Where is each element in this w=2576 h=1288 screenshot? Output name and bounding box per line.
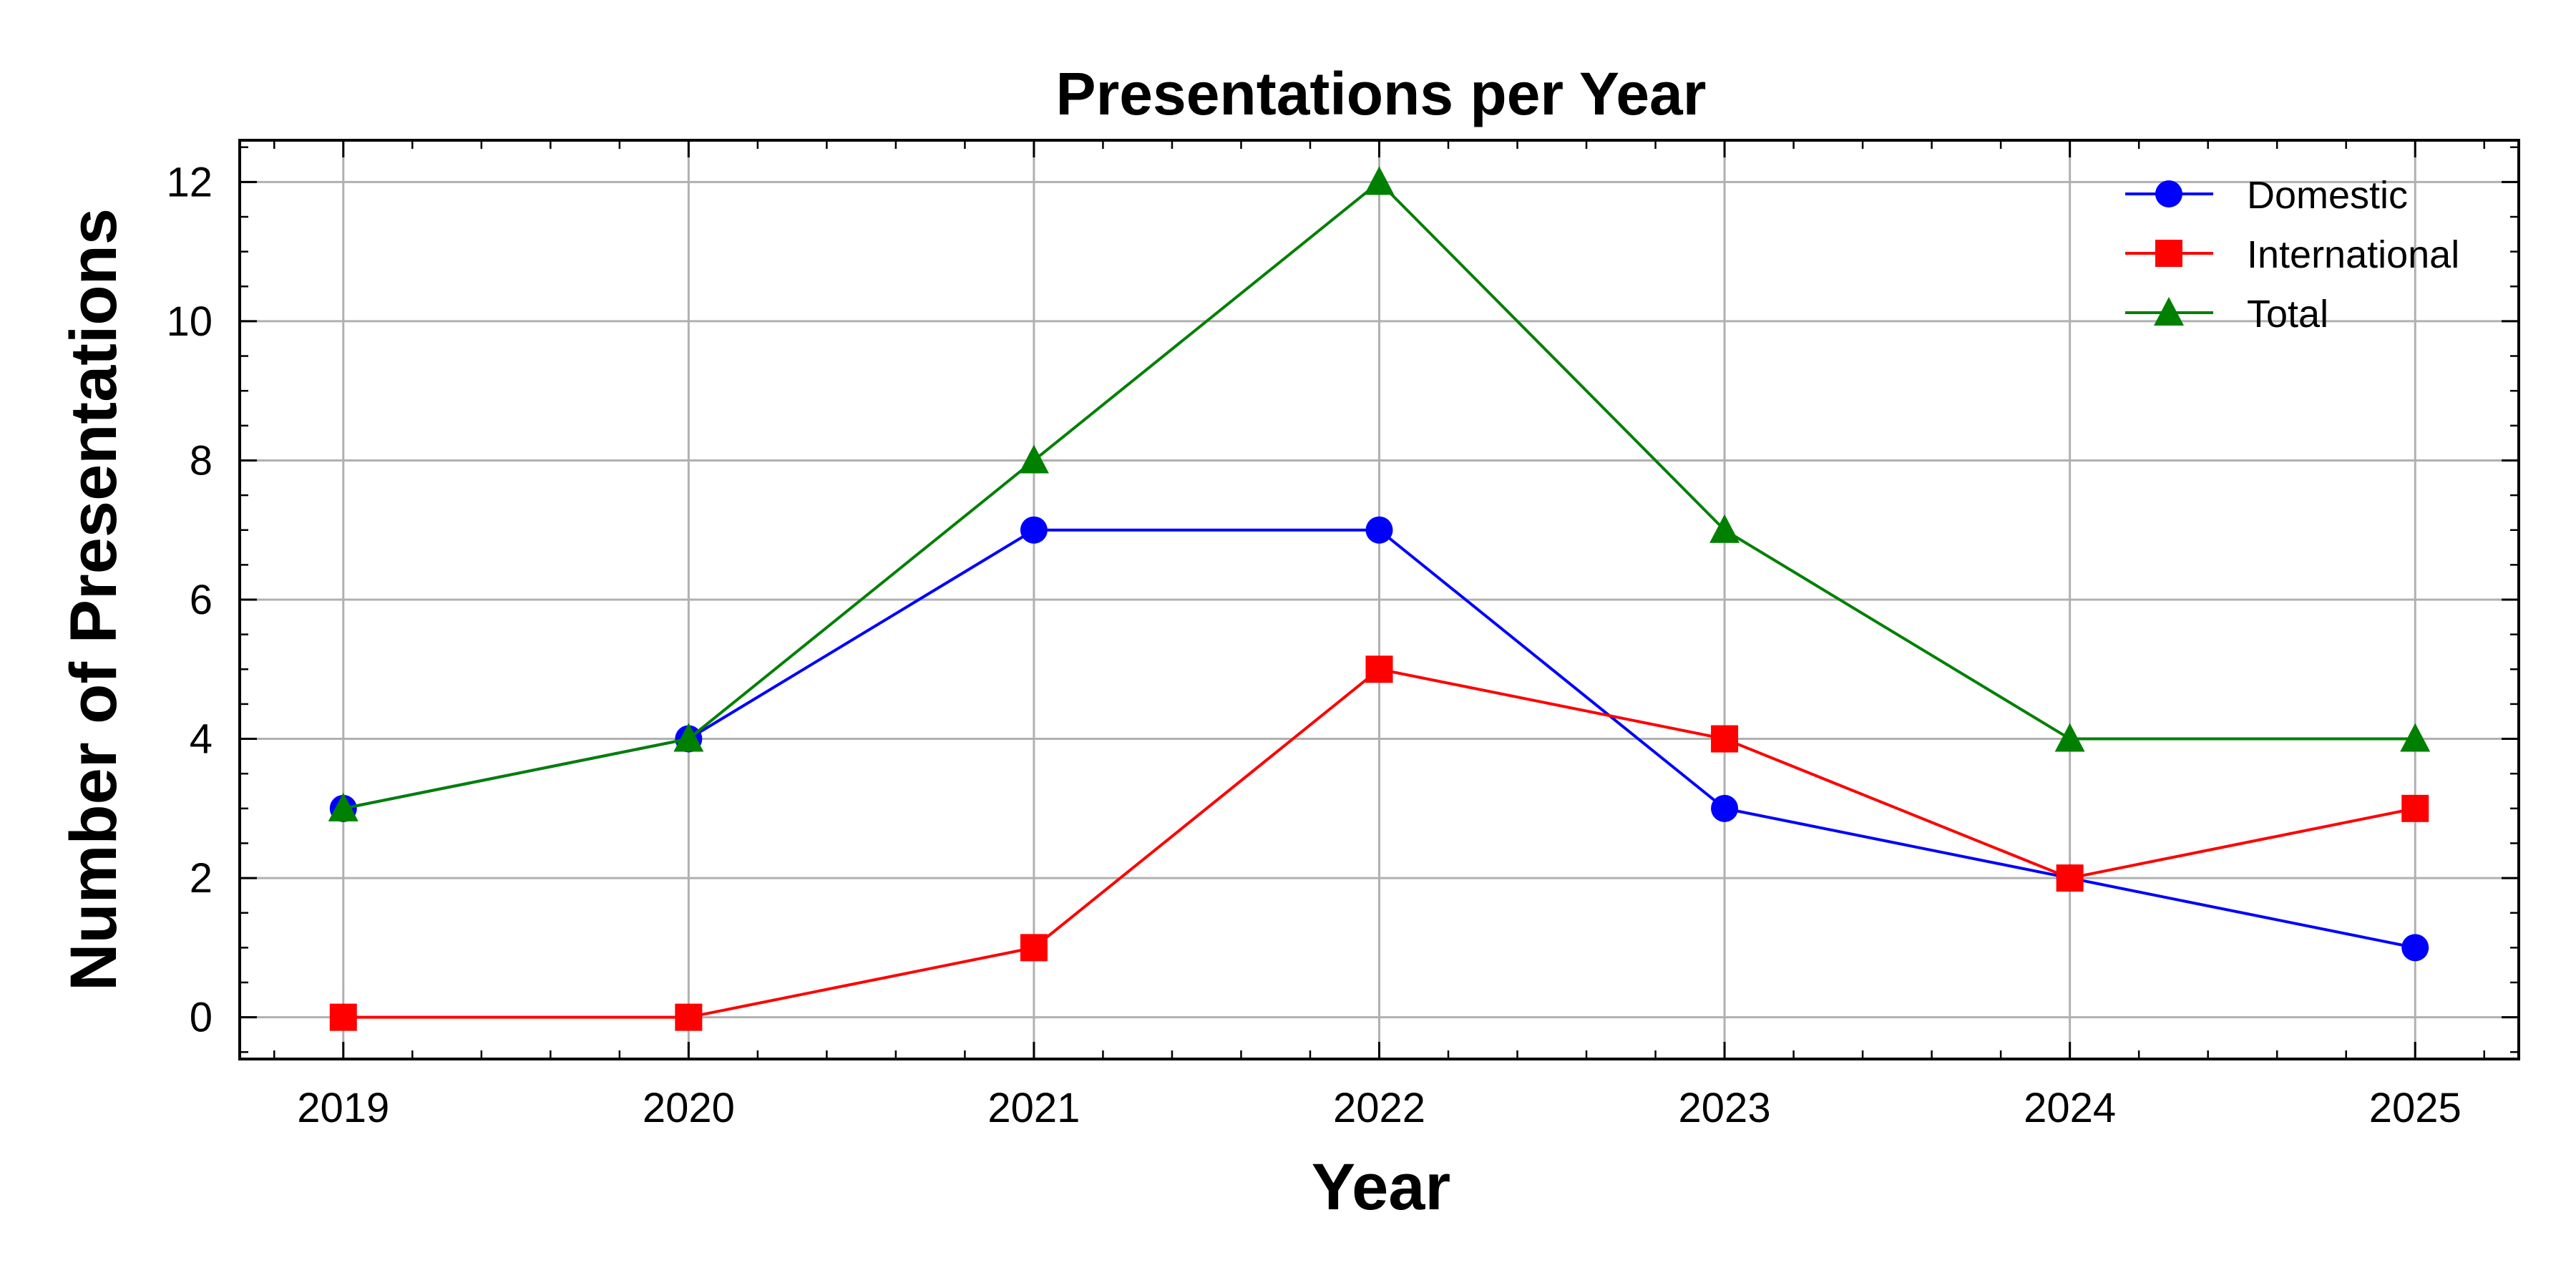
x-tick-label: 2025 <box>2369 1085 2462 1131</box>
data-point-international <box>1020 934 1048 962</box>
chart-title: Presentations per Year <box>1056 60 1707 127</box>
data-point-domestic <box>1365 516 1393 544</box>
x-tick-label: 2024 <box>2024 1085 2116 1131</box>
data-point-international <box>1365 655 1393 683</box>
data-point-international <box>675 1003 703 1031</box>
y-tick-label: 6 <box>190 577 213 623</box>
data-point-international <box>329 1003 357 1031</box>
tick-labels: 2019 2020 2021 2022 2023 2024 2025 0 2 4 6 8 10 12 <box>166 159 2461 1131</box>
series-international <box>329 655 2429 1031</box>
y-tick-label: 0 <box>190 995 213 1041</box>
plot-frame <box>238 139 2520 1060</box>
data-point-domestic <box>2401 934 2429 962</box>
y-tick-label: 4 <box>190 716 213 763</box>
data-point-total <box>1364 166 1395 195</box>
x-tick-label: 2023 <box>1679 1085 1771 1131</box>
y-axis-label: Number of Presentations <box>57 208 130 991</box>
series-layer <box>328 166 2431 1031</box>
legend: Domestic International Total <box>2125 174 2459 336</box>
x-tick-label: 2022 <box>1333 1085 1425 1131</box>
data-point-total <box>328 792 358 821</box>
data-point-domestic <box>1711 794 1739 822</box>
legend-label: Domestic <box>2247 174 2408 217</box>
data-point-international <box>2056 864 2084 892</box>
data-point-total <box>1709 514 1740 543</box>
x-tick-label: 2019 <box>297 1085 389 1131</box>
x-tick-label: 2020 <box>643 1085 735 1131</box>
data-point-total <box>2400 723 2431 752</box>
y-tick-label: 12 <box>166 159 213 205</box>
grid <box>240 140 2519 1059</box>
series-total <box>328 166 2431 821</box>
legend-marker-international <box>2155 240 2182 267</box>
y-tick-label: 8 <box>190 437 213 484</box>
legend-label: International <box>2247 233 2459 276</box>
data-point-total <box>2054 723 2085 752</box>
x-tick-label: 2021 <box>987 1085 1080 1131</box>
data-point-total <box>673 723 704 752</box>
data-point-international <box>2401 794 2429 822</box>
y-tick-label: 10 <box>166 298 213 345</box>
data-point-domestic <box>1020 516 1048 544</box>
data-point-international <box>1711 725 1739 753</box>
data-point-total <box>1018 444 1049 474</box>
legend-label: Total <box>2247 293 2328 336</box>
x-axis-label: Year <box>1312 1151 1450 1224</box>
y-tick-label: 2 <box>190 855 213 902</box>
legend-marker-domestic <box>2155 180 2182 208</box>
legend-marker-total <box>2154 297 2184 326</box>
